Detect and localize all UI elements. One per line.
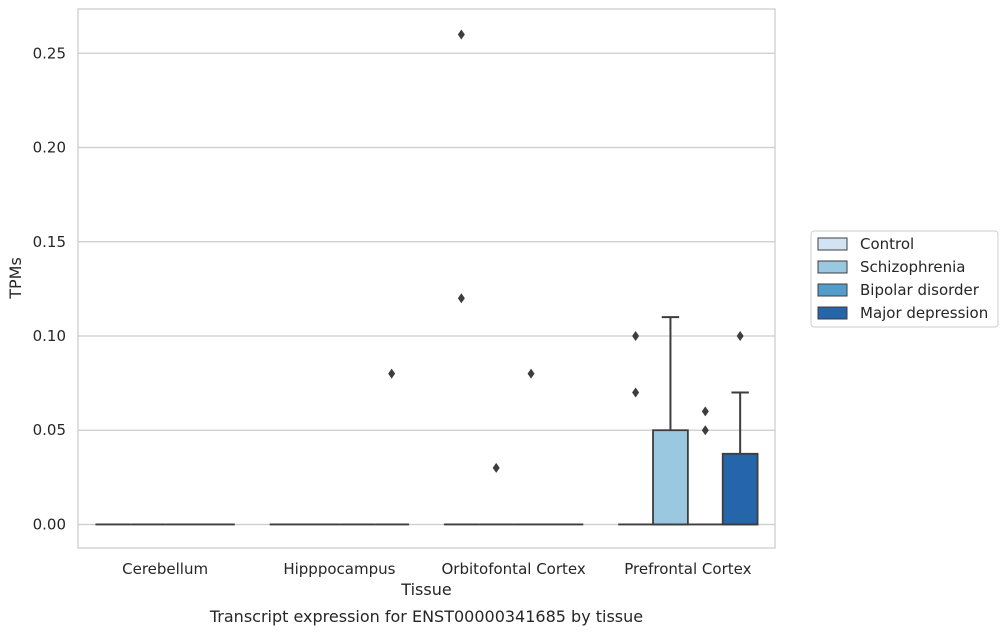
legend: Control Schizophrenia Bipolar disorder Majo…	[810, 230, 999, 328]
x-tick-label: Cerebellum	[122, 560, 208, 578]
y-axis-title: TPMs	[6, 257, 25, 300]
box-group	[721, 330, 759, 526]
x-axis-title: Tissue	[400, 580, 451, 599]
box	[721, 452, 759, 526]
box-group	[652, 316, 689, 526]
box-group	[618, 330, 654, 526]
outlier-point	[492, 462, 500, 473]
outlier-point	[701, 406, 709, 417]
x-tick-labels: Cerebellum Hipppocampus Orbitofontal Corte…	[122, 560, 751, 578]
legend-swatch	[817, 306, 848, 320]
legend-label: Schizophrenia	[860, 258, 965, 276]
box-group	[687, 406, 723, 526]
outlier-point	[632, 330, 640, 341]
legend-swatch	[817, 260, 848, 274]
chart-caption: Transcript expression for ENST0000034168…	[209, 607, 643, 626]
outlier-point	[457, 29, 465, 40]
box	[652, 429, 689, 526]
outlier-point	[701, 425, 709, 436]
box-group	[443, 29, 479, 526]
legend-swatch	[817, 237, 848, 251]
legend-items: Control Schizophrenia Bipolar disorder Majo…	[817, 235, 988, 322]
legend-swatch	[817, 283, 848, 297]
x-tick-label: Prefrontal Cortex	[624, 560, 751, 578]
outlier-point	[388, 368, 396, 379]
y-tick-label: 0.10	[33, 327, 66, 345]
box-group	[513, 368, 549, 526]
y-tick-label: 0.05	[33, 421, 66, 439]
y-tick-label: 0.25	[33, 44, 66, 62]
legend-label: Major depression	[860, 304, 988, 322]
box-group	[478, 462, 514, 526]
outlier-point	[527, 368, 535, 379]
outlier-point	[457, 293, 465, 304]
box-marks	[95, 29, 759, 526]
x-tick-label: Hipppocampus	[283, 560, 395, 578]
y-tick-label: 0.20	[33, 139, 66, 157]
plot-area-frame	[77, 8, 776, 549]
y-tick-labels: 0.00 0.05 0.10 0.15 0.20 0.25	[33, 44, 66, 533]
y-tick-label: 0.00	[33, 515, 66, 533]
outlier-point	[736, 330, 744, 341]
box-group	[374, 368, 410, 526]
legend-frame	[810, 230, 999, 328]
legend-label: Control	[860, 235, 914, 253]
legend-label: Bipolar disorder	[860, 281, 980, 299]
x-tick-label: Orbitofontal Cortex	[442, 560, 586, 578]
y-tick-label: 0.15	[33, 233, 66, 251]
outlier-point	[632, 387, 640, 398]
